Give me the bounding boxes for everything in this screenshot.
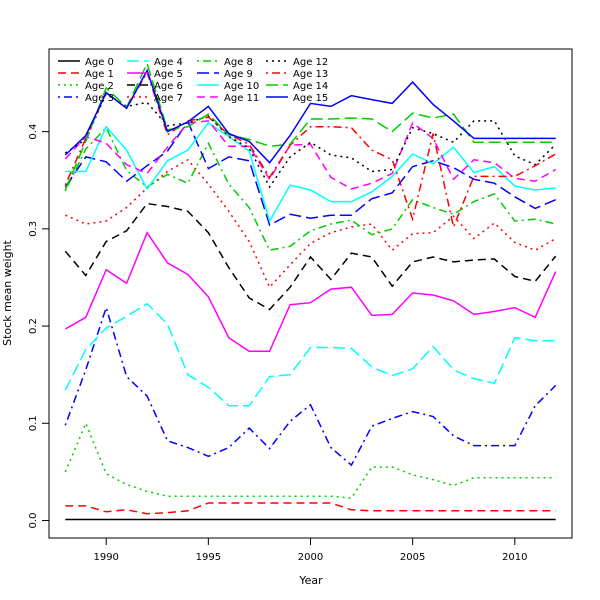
- legend-label: Age 3: [85, 93, 114, 104]
- series-line-age-15: [64, 68, 556, 164]
- legend-label: Age 9: [224, 69, 253, 80]
- legend-item: Age 10: [197, 81, 259, 92]
- legend-label: Age 0: [85, 57, 114, 68]
- series-line-age-7: [65, 158, 557, 289]
- x-tick-label: 2005: [400, 552, 425, 563]
- legend-item: Age 0: [58, 57, 114, 68]
- series-line-age-4: [64, 302, 556, 407]
- legend-label: Age 11: [224, 93, 259, 104]
- series-line-age-12: [64, 92, 557, 189]
- legend-item: Age 8: [197, 57, 253, 68]
- legend-label: Age 10: [224, 81, 259, 92]
- legend-item: Age 7: [127, 93, 183, 104]
- y-tick-label: 0.2: [28, 318, 39, 334]
- x-tick-label: 1990: [93, 552, 118, 563]
- legend-item: Age 15: [266, 93, 328, 104]
- legend-label: Age 8: [224, 57, 253, 68]
- legend-item: Age 2: [58, 81, 114, 92]
- series-line-age-5: [64, 231, 557, 353]
- series-line-age-8: [64, 126, 556, 252]
- x-tick-label: 1995: [196, 552, 221, 563]
- series-line-age-9: [64, 120, 556, 227]
- legend-label: Age 7: [154, 93, 183, 104]
- legend-label: Age 15: [293, 93, 328, 104]
- y-tick-label: 0.3: [28, 221, 39, 237]
- y-axis: 0.0 0.1 0.2 0.3 0.4: [28, 124, 50, 529]
- legend-item: Age 11: [197, 93, 259, 104]
- series-line-age-11: [64, 120, 557, 190]
- legend-label: Age 4: [154, 57, 183, 68]
- legend-item: Age 1: [58, 69, 114, 80]
- series-line-age-10: [65, 121, 556, 224]
- legend-item: Age 5: [127, 69, 183, 80]
- legend-label: Age 14: [293, 81, 328, 92]
- legend-label: Age 1: [85, 69, 114, 80]
- legend-item: Age 13: [266, 69, 328, 80]
- y-axis-label: Stock mean weight: [1, 239, 14, 345]
- series-layer: [64, 61, 557, 521]
- legend-item: Age 9: [197, 69, 253, 80]
- series-line-age-6: [64, 202, 557, 311]
- y-tick-label: 0.0: [28, 513, 39, 529]
- legend-item: Age 14: [266, 81, 328, 92]
- y-tick-label: 0.4: [28, 124, 39, 140]
- legend-label: Age 5: [154, 69, 183, 80]
- series-line-age-1: [65, 502, 556, 515]
- legend-label: Age 12: [293, 57, 328, 68]
- series-line-age-2: [64, 421, 556, 499]
- x-tick-label: 2010: [502, 552, 527, 563]
- x-tick-label: 2000: [298, 552, 323, 563]
- series-line-age-3: [64, 305, 557, 467]
- x-axis: 1990 1995 2000 2005 2010: [93, 537, 528, 563]
- legend-item: Age 4: [127, 57, 183, 68]
- y-tick-label: 0.1: [28, 415, 39, 431]
- series-line-age-14: [64, 61, 556, 191]
- legend-label: Age 2: [85, 81, 114, 92]
- legend-label: Age 13: [293, 69, 328, 80]
- legend-item: Age 12: [266, 57, 328, 68]
- legend-item: Age 3: [58, 93, 114, 104]
- legend-label: Age 6: [154, 81, 183, 92]
- x-axis-label: Year: [298, 574, 323, 587]
- legend-item: Age 6: [127, 81, 183, 92]
